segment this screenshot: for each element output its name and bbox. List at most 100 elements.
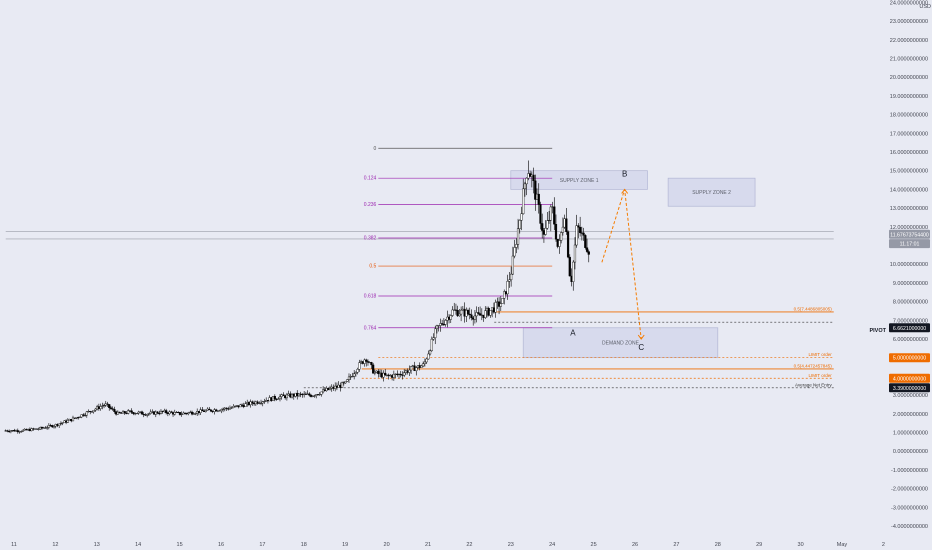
- candle-body: [541, 223, 544, 231]
- candle-body: [208, 408, 211, 411]
- candle-body: [409, 366, 413, 371]
- candle-body: [508, 279, 511, 282]
- y-tick-label: 7.0000000000: [893, 318, 928, 324]
- candle-body: [579, 227, 582, 234]
- price-badge: [889, 323, 930, 333]
- y-tick-label: 21.0000000000: [890, 57, 928, 63]
- horizontal-line-label: 0.5(4.4472457845): [794, 363, 833, 368]
- fibonacci-layer: 0 0.124 0.236 0.382 0.5 0.618 0.764: [364, 146, 553, 331]
- candle-body: [513, 247, 516, 257]
- candle-body: [109, 407, 113, 409]
- candle-body: [209, 409, 213, 412]
- candle-body: [554, 224, 558, 240]
- candle-body: [218, 410, 221, 412]
- candle-body: [52, 425, 56, 428]
- x-tick-label: 22: [466, 542, 472, 548]
- candle-body: [194, 413, 197, 415]
- candle-body: [434, 328, 437, 338]
- candle-body: [584, 235, 587, 248]
- candle-body: [215, 409, 218, 412]
- price-badge-label: 11.17:01: [900, 242, 920, 248]
- y-tick-label: 6.0000000000: [893, 337, 928, 343]
- candle-body: [273, 395, 276, 400]
- horizontal-lines-layer: 0.5(7.4486805005) LIMIT order 0.5(4.447245…: [5, 231, 834, 389]
- candle-body: [85, 411, 88, 416]
- price-axis[interactable]: 24.0000000000 23.0000000000 22.0000000000 2…: [869, 0, 930, 530]
- candle-body: [318, 394, 321, 396]
- y-tick-label: 20.0000000000: [890, 75, 928, 81]
- zones-layer: SUPPLY ZONE 1 SUPPLY ZONE 2 DEMAND ZONE: [510, 170, 756, 359]
- candle-body: [503, 291, 506, 299]
- candle-body: [313, 395, 316, 397]
- candle-body: [501, 298, 504, 304]
- candle-body: [423, 361, 426, 364]
- zone-box: [510, 170, 648, 190]
- fib-level-label: 0.382: [364, 236, 377, 242]
- y-tick-label: 18.0000000000: [890, 113, 928, 119]
- y-tick-label: -2.0000000000: [891, 487, 928, 493]
- fib-level-label: 0.236: [364, 202, 377, 208]
- y-tick-label: -3.0000000000: [891, 505, 928, 511]
- price-badge: [889, 353, 930, 363]
- candle-body: [560, 232, 563, 241]
- zone-label: DEMAND ZONE: [602, 341, 640, 347]
- x-tick-label: 16: [218, 542, 224, 548]
- candle-body: [430, 338, 433, 351]
- candle-body: [427, 353, 430, 360]
- x-tick-label: 29: [756, 542, 762, 548]
- candle-body: [566, 231, 570, 258]
- price-badge-label: 6.6621000000: [893, 326, 926, 332]
- candle-body: [118, 411, 121, 414]
- y-tick-label: 3.0000000000: [893, 393, 928, 399]
- candle-body: [420, 365, 423, 368]
- x-tick-label: May: [837, 542, 848, 548]
- candle-body: [149, 411, 152, 414]
- candle-body: [47, 425, 50, 428]
- x-tick-label: 21: [425, 542, 431, 548]
- candle-body: [537, 193, 540, 205]
- x-tick-label: 20: [384, 542, 390, 548]
- candle-body: [168, 411, 171, 414]
- horizontal-line-label: LIMIT order: [809, 352, 833, 357]
- candle-body: [373, 372, 376, 374]
- fib-level-label: 0: [374, 146, 377, 152]
- candle-body: [221, 408, 225, 410]
- candle-body: [9, 430, 12, 432]
- price-axis-background[interactable]: [888, 0, 932, 530]
- candle-body: [415, 367, 418, 372]
- candle-body: [475, 312, 478, 317]
- candle-body: [159, 410, 163, 414]
- y-tick-label: 0.0000000000: [893, 449, 928, 455]
- price-badge: [889, 373, 930, 383]
- candle-body: [547, 220, 551, 222]
- candle-body: [297, 393, 301, 397]
- x-tick-label: 14: [135, 542, 141, 548]
- x-tick-label: 17: [259, 542, 265, 548]
- time-axis[interactable]: 11 12 13 14 15 16 17 18 19 20 21 22 23 24 25 26 27 28 29 30…: [11, 542, 885, 548]
- candle-body: [511, 255, 514, 275]
- candle-body: [340, 382, 344, 388]
- candle-body: [470, 314, 473, 319]
- candle-body: [102, 405, 106, 407]
- candle-body: [460, 309, 463, 315]
- candle-body: [282, 394, 285, 396]
- candle-body: [466, 310, 470, 315]
- candle-body: [80, 414, 83, 418]
- candle-body: [587, 251, 590, 255]
- candle-body: [308, 393, 311, 396]
- candle-body: [477, 312, 480, 314]
- candle-body: [106, 403, 109, 405]
- candle-body: [251, 401, 254, 404]
- zone-box: [522, 327, 719, 359]
- price-badge: [889, 239, 930, 249]
- candle-body: [351, 376, 354, 378]
- candle-body: [234, 405, 237, 407]
- candle-body: [30, 428, 33, 432]
- fib-level-label: 0.618: [364, 293, 377, 299]
- candle-body: [561, 226, 564, 233]
- price-badge-label: 4.0000000000: [893, 376, 926, 382]
- candle-body: [20, 431, 23, 433]
- y-tick-label: 13.0000000000: [890, 206, 928, 212]
- candle-body: [370, 362, 373, 366]
